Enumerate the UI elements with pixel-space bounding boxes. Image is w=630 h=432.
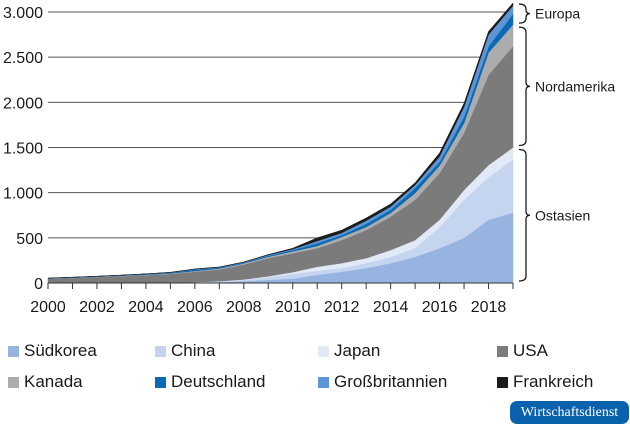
x-tick-label: 2014 xyxy=(373,299,409,316)
legend-swatch xyxy=(497,345,508,357)
y-tick-label: 2.000 xyxy=(3,95,43,112)
publisher-badge: Wirtschaftsdienst xyxy=(510,401,629,424)
x-tick-label: 2018 xyxy=(471,299,507,316)
legend-swatch xyxy=(8,345,19,357)
legend-item: Deutschland xyxy=(155,372,266,392)
group-label-nordamerika: Nordamerika xyxy=(535,78,615,94)
y-tick-label: 500 xyxy=(16,231,43,248)
x-tick-label: 2000 xyxy=(30,299,66,316)
legend-label: China xyxy=(171,341,216,360)
y-tick-label: 1.500 xyxy=(3,141,43,158)
legend-swatch xyxy=(497,376,508,388)
stacked-area-chart: 0 500 1.000 1.500 2.000 2.500 3.000 2000 2002 200… xyxy=(3,2,615,316)
legend-label: USA xyxy=(513,341,548,360)
legend-item: Großbritannien xyxy=(318,372,447,392)
y-tick-label: 0 xyxy=(34,276,43,293)
legend-label: Südkorea xyxy=(24,341,97,360)
group-label-ostasien: Ostasien xyxy=(535,207,590,223)
legend-swatch xyxy=(318,376,329,388)
legend-item: Südkorea xyxy=(8,341,97,361)
y-tick-label: 2.500 xyxy=(3,50,43,67)
x-tick-label: 2010 xyxy=(275,299,311,316)
legend-label: Deutschland xyxy=(171,372,266,391)
y-tick-label: 3.000 xyxy=(3,5,43,22)
x-tick-label: 2016 xyxy=(422,299,458,316)
brace-ostasien xyxy=(518,148,531,282)
x-tick-label: 2002 xyxy=(79,299,115,316)
legend-label: Großbritannien xyxy=(334,372,448,391)
group-label-europa: Europa xyxy=(535,6,580,22)
x-tick-label: 2008 xyxy=(226,299,262,316)
brace-europa xyxy=(518,3,531,24)
legend-item: USA xyxy=(497,341,548,361)
x-tick-label: 2012 xyxy=(324,299,360,316)
brace-nordamerika xyxy=(518,26,531,147)
legend-item: Kanada xyxy=(8,372,83,392)
legend-swatch xyxy=(155,345,166,357)
legend-item: China xyxy=(155,341,215,361)
legend-item: Frankreich xyxy=(497,372,593,392)
legend-item: Japan xyxy=(318,341,380,361)
legend-swatch xyxy=(318,345,329,357)
x-tick-label: 2006 xyxy=(177,299,213,316)
y-tick-label: 1.000 xyxy=(3,186,43,203)
area-frankreich xyxy=(47,2,514,279)
x-tick-label: 2004 xyxy=(128,299,164,316)
legend-swatch xyxy=(155,376,166,388)
legend-label: Kanada xyxy=(24,372,83,391)
legend-label: Japan xyxy=(334,341,381,360)
legend-swatch xyxy=(8,376,19,388)
legend-label: Frankreich xyxy=(513,372,594,391)
